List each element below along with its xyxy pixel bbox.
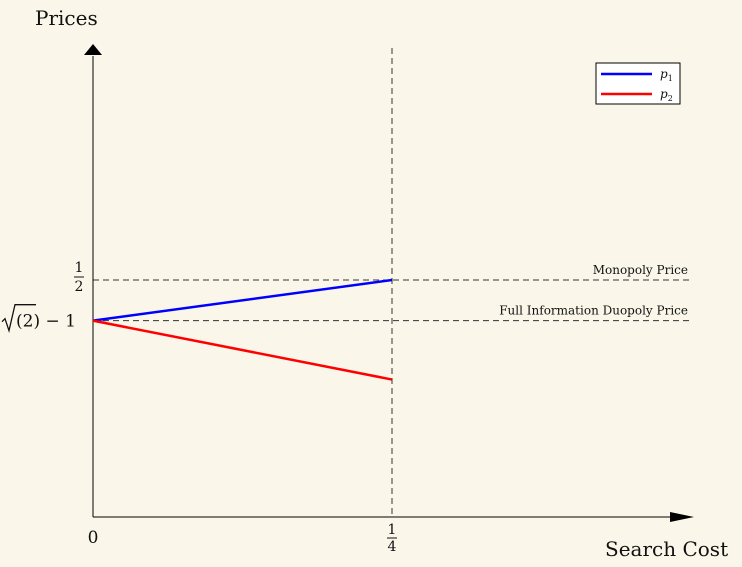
y-tick-label-1: (2) − 1: [16, 312, 76, 332]
x-tick-denominator-1: 4: [388, 539, 397, 555]
reference-label-0: Monopoly Price: [593, 263, 688, 277]
series-line-p1: [92, 278, 393, 322]
y-tick-radical-1: [1, 304, 36, 334]
y-tick-denominator-0: 2: [75, 279, 84, 295]
reference-lines: Monopoly Price Full Information Duopoly P…: [93, 48, 693, 517]
legend-box: [595, 62, 681, 105]
x-tick-label-0: 0: [88, 528, 99, 548]
series: [92, 278, 393, 381]
reference-label-1: Full Information Duopoly Price: [499, 304, 688, 318]
x-axis-label: Search Cost: [605, 537, 728, 561]
x-axis-arrow: [670, 512, 694, 522]
x-tick-numerator-1: 1: [388, 522, 397, 538]
y-axis-arrow: [84, 44, 102, 55]
y-tick-numerator-0: 1: [75, 260, 84, 276]
legend-label-p1: p1: [660, 67, 673, 83]
legend-label-p2: p2: [660, 87, 673, 103]
y-axis-label: Prices: [35, 6, 98, 30]
axes: [84, 44, 694, 522]
series-line-p2: [92, 319, 393, 381]
